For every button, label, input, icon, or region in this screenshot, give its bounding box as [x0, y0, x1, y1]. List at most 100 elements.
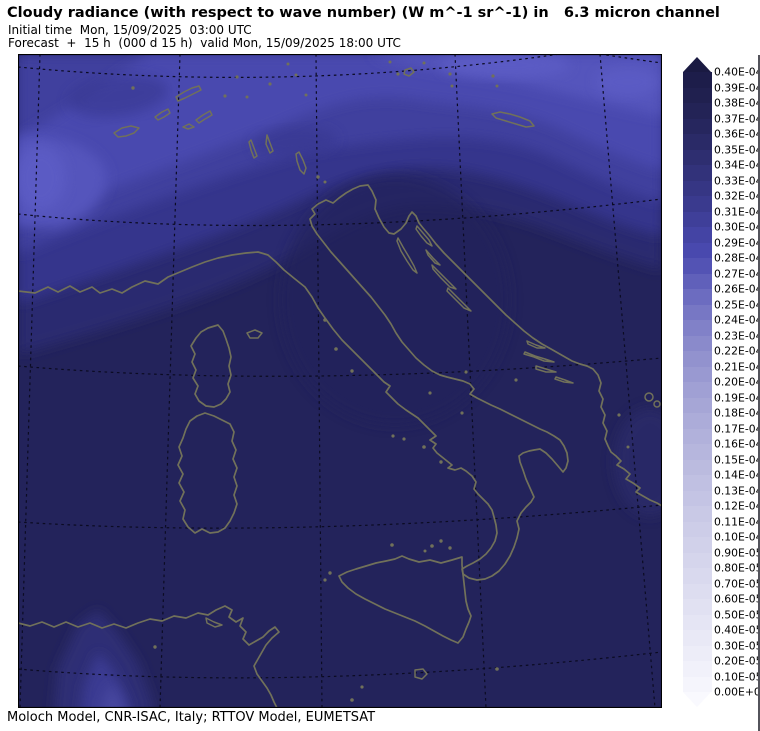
graticule-grid [18, 54, 662, 708]
island-dot [402, 437, 406, 441]
colorbar-label: 0.14E-04 [714, 468, 760, 482]
island-dot [495, 667, 499, 671]
map-svg [17, 53, 663, 709]
island-dot [430, 544, 434, 548]
chart-title: Cloudy radiance (with respect to wave nu… [7, 5, 720, 21]
colorbar-label: 0.21E-04 [714, 360, 760, 373]
island-dot [294, 73, 298, 77]
island-dot [422, 61, 426, 65]
colorbar-segment [683, 583, 712, 599]
colorbar-label: 0.00E+00 [714, 685, 760, 699]
colorbar-segment [683, 506, 712, 522]
colorbar-label: 0.17E-04 [714, 422, 760, 435]
colorbar-label: 0.24E-04 [714, 313, 760, 327]
colorbar: 0.40E-04 0.39E-04 0.38E-04 0.37E-04 0.36E-04… [683, 57, 760, 709]
colorbar-segment [683, 242, 712, 258]
colorbar-label: 0.90E-05 [714, 546, 760, 559]
lake-outline [403, 67, 415, 77]
island-dot [464, 370, 468, 374]
island-dot [428, 391, 432, 395]
grid-line [599, 54, 656, 708]
colorbar-label: 0.29E-04 [714, 236, 760, 249]
lake-outline [154, 108, 171, 121]
colorbar-label: 0.20E-05 [714, 654, 760, 668]
lake-outline [491, 111, 535, 128]
island-dot [439, 539, 443, 543]
island-dot [286, 62, 290, 66]
island-dot [153, 645, 157, 649]
grid-line [18, 651, 662, 679]
lake-outline [265, 134, 274, 154]
lake-outline [526, 340, 546, 349]
island-dot [391, 434, 395, 438]
island-dot [323, 180, 327, 184]
radiance-map [17, 53, 663, 709]
colorbar-segment [683, 335, 712, 351]
colorbar-segment [683, 552, 712, 568]
right-edge-line [758, 55, 760, 731]
grid-line [18, 198, 662, 227]
island-dot [448, 546, 452, 550]
island-dot [423, 549, 427, 553]
island-dot [617, 413, 621, 417]
island-dot [450, 84, 454, 88]
lake-outline [295, 151, 307, 175]
colorbar-label: 0.30E-05 [714, 639, 760, 652]
colorbar-segment [683, 196, 712, 212]
island-dot [323, 318, 327, 322]
lake-outline [182, 123, 195, 130]
island-dot [334, 347, 338, 351]
lake-outline [205, 617, 223, 628]
colorbar-label: 0.22E-04 [714, 344, 760, 358]
colorbar-label: 0.10E-05 [714, 670, 760, 683]
coastline-path [18, 184, 662, 581]
island-dot [350, 698, 354, 702]
coastline-path [190, 324, 232, 408]
radiance-field-layers [18, 54, 662, 708]
radiance-layer [370, 54, 662, 116]
lake-outline [414, 668, 428, 680]
colorbar-segment [683, 351, 712, 367]
colorbar-segment [683, 444, 712, 460]
colorbar-segment [683, 490, 712, 506]
lake-outline [195, 110, 213, 124]
island-dot [388, 60, 392, 64]
credits-line: Moloch Model, CNR-ISAC, Italy; RTTOV Mod… [7, 710, 376, 725]
colorbar-segment [683, 459, 712, 475]
radiance-layer [68, 75, 168, 117]
grid-line [599, 54, 662, 64]
colorbar-segment [683, 289, 712, 305]
coastline-path [177, 412, 238, 534]
island-dot [235, 75, 239, 79]
grid-line [18, 504, 662, 529]
colorbar-label: 0.10E-04 [714, 530, 760, 544]
colorbar-segment [683, 103, 712, 119]
colorbar-label: 0.25E-04 [714, 298, 760, 311]
colorbar-label: 0.33E-04 [714, 174, 760, 187]
lake-outline [113, 125, 140, 138]
island-dot [390, 543, 394, 547]
colorbar-bottom-arrow [683, 692, 711, 707]
colorbar-label: 0.20E-04 [714, 375, 760, 389]
colorbar-top-arrow [683, 57, 711, 72]
island-dot [460, 411, 464, 415]
colorbar-label: 0.37E-04 [714, 112, 760, 125]
colorbar-label: 0.36E-04 [714, 127, 760, 141]
island-dot [131, 86, 135, 90]
lake-ring [653, 400, 661, 408]
colorbar-label: 0.30E-04 [714, 220, 760, 234]
island-dot [268, 82, 272, 86]
colorbar-segment [683, 180, 712, 196]
colorbar-segment [683, 537, 712, 553]
island-dot [439, 460, 443, 464]
grid-line [18, 357, 662, 377]
colorbar-segment [683, 661, 712, 677]
colorbar-label: 0.35E-04 [714, 143, 760, 156]
colorbar-segment [683, 366, 712, 382]
colorbar-segment [683, 165, 712, 181]
colorbar-segment [683, 645, 712, 661]
map-frame [17, 53, 663, 709]
colorbar-segment [683, 397, 712, 413]
colorbar-label: 0.11E-04 [714, 515, 760, 528]
